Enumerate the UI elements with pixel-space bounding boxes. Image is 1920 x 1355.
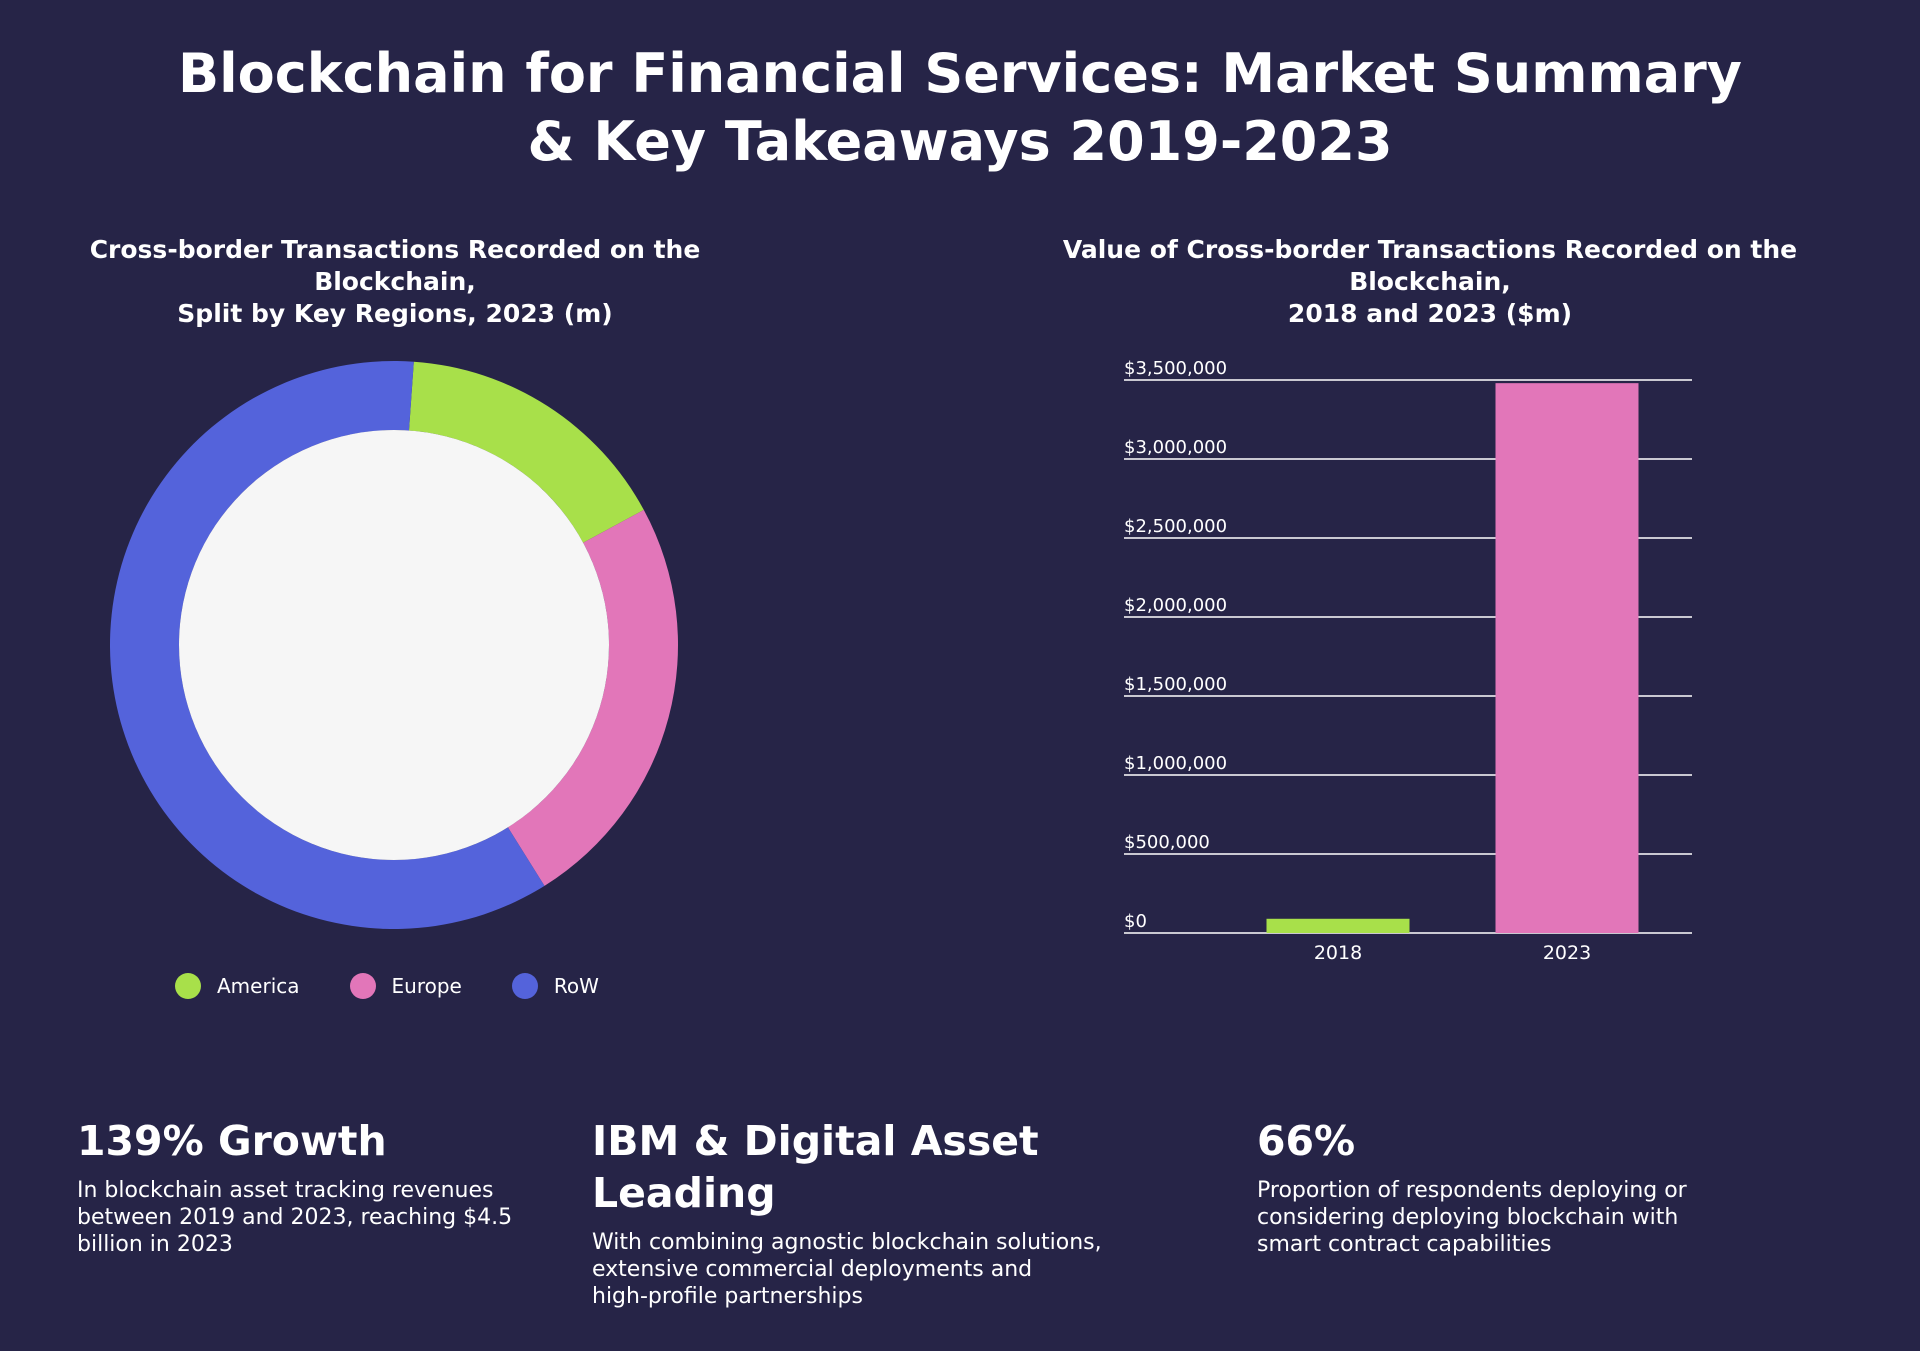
- legend-label-europe: Europe: [391, 974, 462, 998]
- bar-chart-title-line-1: Value of Cross-border Transactions Recor…: [1062, 235, 1798, 296]
- takeaway-text: Proportion of respondents deploying or c…: [1257, 1177, 1817, 1258]
- takeaway-text-line: With combining agnostic blockchain solut…: [592, 1230, 1102, 1255]
- donut-center: [179, 430, 609, 860]
- takeaway-heading: IBM & Digital Asset Leading: [592, 1117, 1039, 1217]
- legend-item-america: America: [175, 973, 300, 999]
- legend-label-row: RoW: [553, 974, 599, 998]
- takeaway-leaders: IBM & Digital Asset Leading With combini…: [592, 1115, 1212, 1310]
- donut-slice-row: [109, 361, 545, 929]
- takeaway-text-line: smart contract capabilities: [1257, 1232, 1552, 1257]
- x-tick-label: 2023: [1543, 942, 1591, 964]
- legend-item-row: RoW: [511, 973, 599, 999]
- y-tick-label: $2,000,000: [1124, 595, 1227, 616]
- y-tick-label: $500,000: [1124, 832, 1210, 853]
- takeaway-heading: 139% Growth: [77, 1117, 387, 1165]
- takeaway-text: With combining agnostic blockchain solut…: [592, 1229, 1212, 1310]
- bar-2018: [1266, 918, 1410, 933]
- donut-chart-title: Cross-border Transactions Recorded on th…: [20, 234, 770, 330]
- legend-label-america: America: [217, 974, 300, 998]
- main-title-line-1: Blockchain for Financial Services: Marke…: [177, 42, 1743, 105]
- takeaway-text-line: high-profile partnerships: [592, 1284, 863, 1309]
- takeaway-text-line: considering deploying blockchain with: [1257, 1205, 1679, 1230]
- takeaway-text-line: billion in 2023: [77, 1232, 233, 1257]
- legend-item-europe: Europe: [349, 973, 462, 999]
- donut-slice-europe: [507, 509, 678, 886]
- y-tick-label: $3,000,000: [1124, 437, 1227, 458]
- takeaway-text-line: Proportion of respondents deploying or: [1257, 1178, 1687, 1203]
- legend-swatch-america: [175, 973, 201, 999]
- bar-chart-title-line-2: 2018 and 2023 ($m): [1287, 299, 1573, 328]
- y-tick-label: $3,500,000: [1124, 358, 1227, 379]
- legend-swatch-europe: [349, 973, 376, 999]
- takeaway-text-line: between 2019 and 2023, reaching $4.5: [77, 1205, 513, 1230]
- legend-swatch-row: [511, 973, 538, 999]
- bar-chart-title: Value of Cross-border Transactions Recor…: [980, 234, 1880, 330]
- takeaway-heading: 66%: [1257, 1117, 1356, 1165]
- bar-2023: [1495, 383, 1639, 933]
- donut-slice-america: [408, 361, 644, 543]
- y-tick-label: $1,500,000: [1124, 674, 1227, 695]
- main-title-line-2: & Key Takeaways 2019-2023: [527, 110, 1393, 173]
- donut-chart-title-line-2: Split by Key Regions, 2023 (m): [177, 299, 613, 328]
- takeaway-text-line: extensive commercial deployments and: [592, 1257, 1033, 1282]
- x-tick-label: 2018: [1314, 942, 1362, 964]
- donut-legend: America Europe RoW: [175, 973, 649, 999]
- takeaway-growth: 139% Growth In blockchain asset tracking…: [77, 1115, 577, 1258]
- y-tick-label: $2,500,000: [1124, 516, 1227, 537]
- donut-chart-title-line-1: Cross-border Transactions Recorded on th…: [89, 235, 701, 296]
- takeaway-smart-contracts: 66% Proportion of respondents deploying …: [1257, 1115, 1817, 1258]
- bottom-divider: [0, 1351, 1920, 1355]
- y-tick-label: $1,000,000: [1124, 753, 1227, 774]
- takeaway-text-line: In blockchain asset tracking revenues: [77, 1178, 494, 1203]
- y-tick-label: $0: [1124, 911, 1147, 932]
- takeaway-text: In blockchain asset tracking revenues be…: [77, 1177, 577, 1258]
- main-title: Blockchain for Financial Services: Marke…: [160, 40, 1760, 176]
